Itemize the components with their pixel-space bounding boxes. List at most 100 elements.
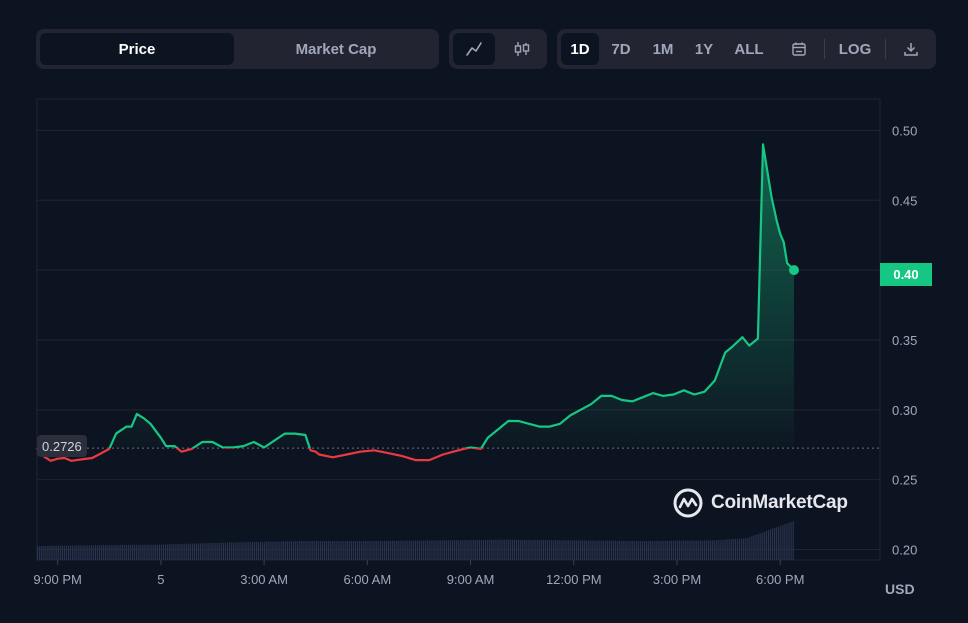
volume-bar [127, 544, 130, 560]
volume-bar [672, 540, 675, 560]
volume-bar [458, 540, 460, 560]
line-chart-button[interactable] [453, 33, 495, 65]
chart-toolbar: Price Market Cap 1D 7D 1M 1Y ALL [36, 29, 936, 69]
volume-bar [658, 540, 660, 560]
volume-bar [381, 540, 383, 560]
watermark-text: CoinMarketCap [711, 492, 848, 513]
volume-bar [136, 544, 138, 560]
volume-bar [307, 541, 309, 560]
volume-bar [606, 540, 608, 560]
volume-bar [179, 544, 181, 560]
volume-bar [224, 542, 227, 560]
volume-bar [621, 540, 623, 560]
candlestick-button[interactable] [501, 33, 543, 65]
volume-bar [679, 540, 681, 560]
volume-bar [447, 540, 450, 560]
volume-bar [734, 538, 736, 560]
range-1y[interactable]: 1Y [694, 40, 714, 58]
x-tick-label: 6:00 AM [343, 572, 391, 587]
volume-bar [536, 540, 538, 560]
volume-bar [728, 539, 730, 560]
volume-bar [361, 541, 363, 560]
volume-bar [200, 543, 202, 560]
volume-bar [375, 541, 377, 560]
volume-bar [299, 541, 301, 560]
x-tick-label: 12:00 PM [546, 572, 602, 587]
time-range-selector: 1D 7D 1M 1Y ALL LOG [557, 29, 936, 69]
volume-bar [555, 540, 557, 560]
volume-bar [334, 541, 336, 560]
range-1d[interactable]: 1D [561, 33, 599, 65]
volume-bar [326, 541, 328, 560]
volume-bar [761, 532, 763, 560]
volume-bar [76, 545, 78, 560]
volume-bar [425, 540, 427, 560]
log-scale-toggle[interactable]: LOG [838, 40, 872, 58]
volume-bar [441, 540, 443, 560]
volume-bar [80, 545, 82, 560]
volume-bar [154, 544, 156, 560]
volume-bar [643, 541, 646, 560]
volume-bar [635, 541, 637, 560]
volume-bar [654, 540, 656, 560]
volume-bar [226, 542, 229, 560]
volume-bar [187, 543, 189, 560]
download-button[interactable] [891, 33, 931, 65]
volume-bar [88, 545, 90, 560]
volume-bar [557, 540, 559, 560]
x-tick-label: 9:00 PM [33, 572, 81, 587]
volume-bar [707, 540, 710, 560]
range-7d[interactable]: 7D [611, 40, 631, 58]
volume-bar [338, 541, 340, 560]
calendar-icon [792, 42, 806, 56]
volume-bar [394, 540, 396, 560]
volume-bar [627, 540, 629, 560]
volume-bar [588, 540, 590, 560]
volume-bar [676, 540, 679, 560]
volume-bar [274, 541, 276, 560]
volume-bar [67, 545, 70, 560]
range-1m[interactable]: 1M [652, 40, 674, 58]
price-area-fill-up [37, 144, 794, 449]
volume-bar [82, 545, 84, 560]
volume-bar [685, 540, 687, 560]
volume-bar [350, 541, 353, 560]
volume-bar [738, 538, 741, 560]
volume-bar [392, 540, 394, 560]
volume-bar [255, 541, 258, 560]
volume-bar [295, 541, 297, 560]
x-tick-label: 6:00 PM [756, 572, 804, 587]
calendar-button[interactable] [779, 33, 819, 65]
volume-bar [747, 537, 749, 560]
volume-bar [505, 539, 507, 560]
volume-bar [383, 540, 386, 560]
volume-bar [276, 541, 278, 560]
volume-bar [84, 545, 86, 560]
tab-price[interactable]: Price [40, 33, 234, 65]
volume-bar [714, 540, 716, 560]
tab-market-cap[interactable]: Market Cap [295, 40, 377, 58]
volume-bar [445, 540, 447, 560]
volume-bar [402, 540, 404, 560]
volume-bar [109, 545, 111, 560]
volume-bar [396, 540, 398, 560]
volume-bar [214, 542, 216, 560]
range-all[interactable]: ALL [734, 40, 764, 58]
volume-bar [53, 545, 55, 560]
volume-bar [377, 540, 379, 560]
volume-bar [218, 542, 220, 560]
volume-bar [474, 540, 476, 560]
volume-bar [515, 539, 518, 560]
volume-bar [456, 540, 458, 560]
volume-bar [228, 542, 231, 560]
volume-bar [251, 542, 253, 560]
toolbar-divider [824, 39, 825, 59]
volume-bar [427, 540, 429, 560]
volume-bar [701, 540, 703, 560]
volume-bar [257, 541, 260, 560]
volume-bar [49, 545, 51, 560]
volume-bar [755, 534, 757, 560]
volume-bar [183, 543, 185, 560]
volume-bar [134, 544, 136, 560]
